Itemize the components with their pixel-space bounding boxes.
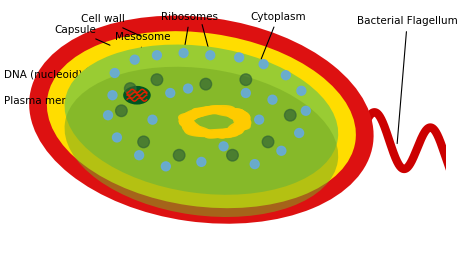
Circle shape	[104, 111, 112, 120]
Circle shape	[241, 89, 250, 97]
Ellipse shape	[47, 31, 356, 208]
Text: DNA (nucleoid): DNA (nucleoid)	[4, 62, 122, 80]
Circle shape	[110, 69, 119, 77]
Text: Ribosomes: Ribosomes	[161, 12, 219, 50]
Circle shape	[116, 105, 127, 117]
Ellipse shape	[64, 67, 338, 217]
Circle shape	[153, 51, 161, 60]
Ellipse shape	[64, 45, 338, 195]
Circle shape	[301, 106, 310, 115]
Ellipse shape	[123, 86, 151, 105]
Circle shape	[135, 151, 144, 160]
Circle shape	[200, 78, 211, 90]
Circle shape	[259, 60, 268, 69]
Ellipse shape	[29, 16, 374, 224]
Text: Cell wall: Cell wall	[82, 14, 141, 36]
Text: Bacterial Flagellum: Bacterial Flagellum	[357, 16, 458, 144]
Circle shape	[255, 115, 264, 124]
Text: Plasma membrane: Plasma membrane	[4, 87, 101, 106]
Circle shape	[151, 74, 163, 85]
Text: Cytoplasm: Cytoplasm	[250, 12, 306, 61]
Circle shape	[148, 115, 157, 124]
Circle shape	[277, 146, 286, 155]
Circle shape	[295, 128, 303, 138]
Circle shape	[240, 74, 252, 85]
Circle shape	[166, 89, 175, 97]
Circle shape	[112, 133, 121, 142]
Circle shape	[183, 84, 192, 93]
Circle shape	[284, 109, 296, 121]
Circle shape	[125, 83, 136, 94]
Circle shape	[197, 157, 206, 166]
Circle shape	[206, 51, 215, 60]
Text: Mesosome: Mesosome	[115, 32, 170, 93]
Circle shape	[235, 53, 244, 62]
Circle shape	[130, 55, 139, 64]
Circle shape	[227, 149, 238, 161]
Circle shape	[297, 86, 306, 95]
Circle shape	[262, 136, 274, 148]
Circle shape	[219, 142, 228, 151]
Circle shape	[161, 162, 170, 171]
Circle shape	[179, 49, 188, 57]
Circle shape	[282, 71, 290, 80]
Circle shape	[250, 160, 259, 169]
Circle shape	[268, 95, 277, 104]
Circle shape	[173, 149, 185, 161]
Circle shape	[138, 136, 149, 148]
Circle shape	[108, 91, 117, 100]
Text: Capsule: Capsule	[55, 25, 110, 45]
